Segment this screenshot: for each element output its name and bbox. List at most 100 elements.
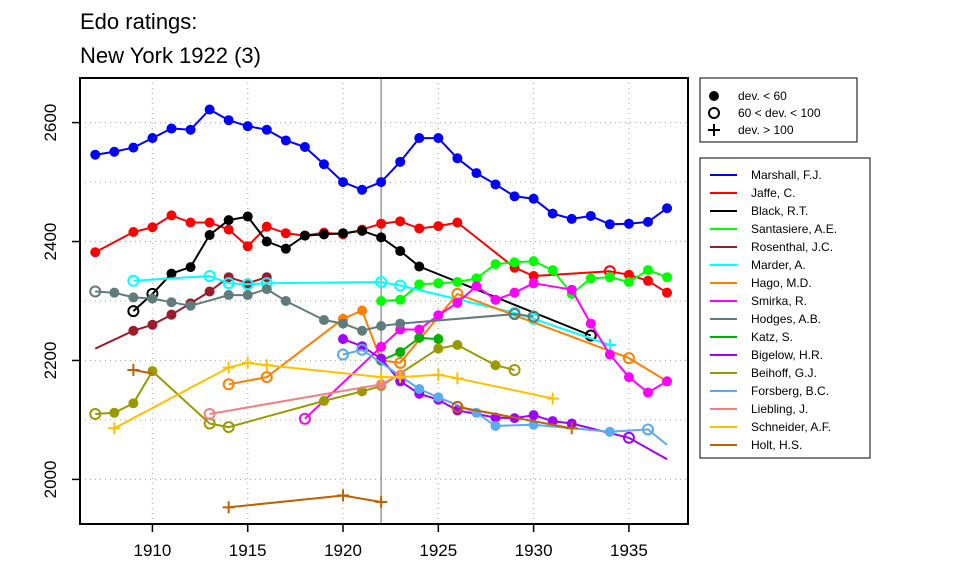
legend-label: Holt, H.S.	[751, 438, 802, 452]
series-holt-h-s	[451, 400, 578, 435]
data-point	[509, 191, 520, 202]
marker-legend-box	[699, 77, 858, 143]
data-point	[376, 218, 387, 229]
y-tick-label: 2400	[41, 223, 60, 261]
data-point	[623, 276, 634, 287]
data-point	[452, 153, 463, 164]
data-point	[90, 247, 101, 258]
legend-label: Marshall, F.J.	[751, 168, 822, 182]
series-holt-h-s	[222, 489, 388, 514]
series-black-r-t	[127, 211, 597, 342]
data-point	[204, 104, 215, 115]
data-point	[280, 135, 291, 146]
data-point	[433, 278, 444, 289]
data-point	[185, 217, 196, 228]
series-line	[95, 288, 534, 332]
data-point	[166, 268, 177, 279]
data-point	[471, 273, 482, 284]
data-point	[89, 407, 102, 420]
data-point	[395, 246, 406, 257]
data-point	[357, 305, 368, 316]
legend-label: Forsberg, B.C.	[751, 384, 829, 398]
series-holt-h-s	[127, 363, 153, 376]
data-point	[261, 284, 272, 295]
legend-label: Beihoff, G.J.	[751, 366, 817, 380]
data-point	[376, 296, 387, 306]
data-point	[394, 356, 407, 369]
data-point	[622, 352, 635, 365]
data-point	[490, 420, 501, 431]
data-point	[376, 232, 387, 243]
data-point	[185, 262, 196, 273]
data-point	[471, 281, 482, 292]
legend-label: Schneider, A.F.	[751, 420, 831, 434]
series-line	[304, 282, 668, 420]
data-point	[166, 123, 177, 134]
data-point	[261, 236, 272, 247]
data-point	[318, 315, 329, 326]
data-point	[299, 230, 310, 241]
data-point	[604, 426, 615, 437]
data-point	[203, 270, 216, 283]
data-point	[223, 224, 234, 235]
data-point	[623, 218, 634, 229]
data-point	[128, 292, 139, 303]
data-point	[318, 229, 329, 240]
data-point	[109, 407, 120, 418]
data-point	[241, 278, 254, 291]
data-point	[585, 318, 596, 329]
data-point	[395, 318, 406, 329]
data-point	[204, 217, 215, 228]
data-point	[662, 272, 673, 283]
data-point	[299, 141, 310, 152]
data-point	[641, 423, 654, 436]
series-smirka-r	[298, 278, 673, 425]
data-point	[128, 142, 139, 153]
data-point	[128, 227, 139, 238]
data-point	[433, 133, 444, 144]
data-point	[508, 363, 521, 376]
legend-label: Rosenthal, J.C.	[751, 240, 833, 254]
data-point	[414, 332, 425, 343]
x-tick-label: 1925	[419, 541, 457, 560]
data-point	[528, 278, 539, 289]
legend-label: Katz, S.	[751, 330, 793, 344]
plot-frame	[79, 77, 689, 525]
data-point	[357, 325, 368, 336]
data-point	[414, 324, 425, 335]
data-point	[222, 378, 235, 391]
data-point	[298, 412, 311, 425]
data-point	[242, 211, 253, 222]
data-point	[376, 379, 387, 390]
data-point	[318, 395, 329, 406]
data-point	[109, 287, 120, 298]
data-point	[338, 334, 349, 345]
data-point	[527, 310, 540, 323]
data-point	[147, 366, 158, 377]
data-point	[242, 241, 253, 252]
data-point	[375, 275, 388, 288]
data-point	[414, 261, 425, 272]
data-point	[528, 410, 539, 421]
data-point	[471, 168, 482, 179]
data-point	[490, 259, 501, 270]
data-point	[547, 265, 558, 276]
data-point	[642, 265, 653, 276]
data-point	[509, 257, 520, 268]
data-point	[337, 348, 350, 361]
data-point	[623, 269, 634, 280]
data-point	[622, 431, 635, 444]
legend-label: Bigelow, H.R.	[751, 348, 823, 362]
data-point	[395, 216, 406, 227]
data-point	[414, 384, 425, 395]
series-line	[94, 276, 268, 350]
data-point	[376, 177, 387, 188]
data-point	[451, 400, 464, 413]
data-point	[356, 343, 369, 356]
series-line	[228, 494, 382, 509]
data-point	[338, 177, 349, 188]
data-point	[376, 320, 387, 331]
data-point	[147, 222, 158, 233]
data-point	[89, 285, 102, 298]
